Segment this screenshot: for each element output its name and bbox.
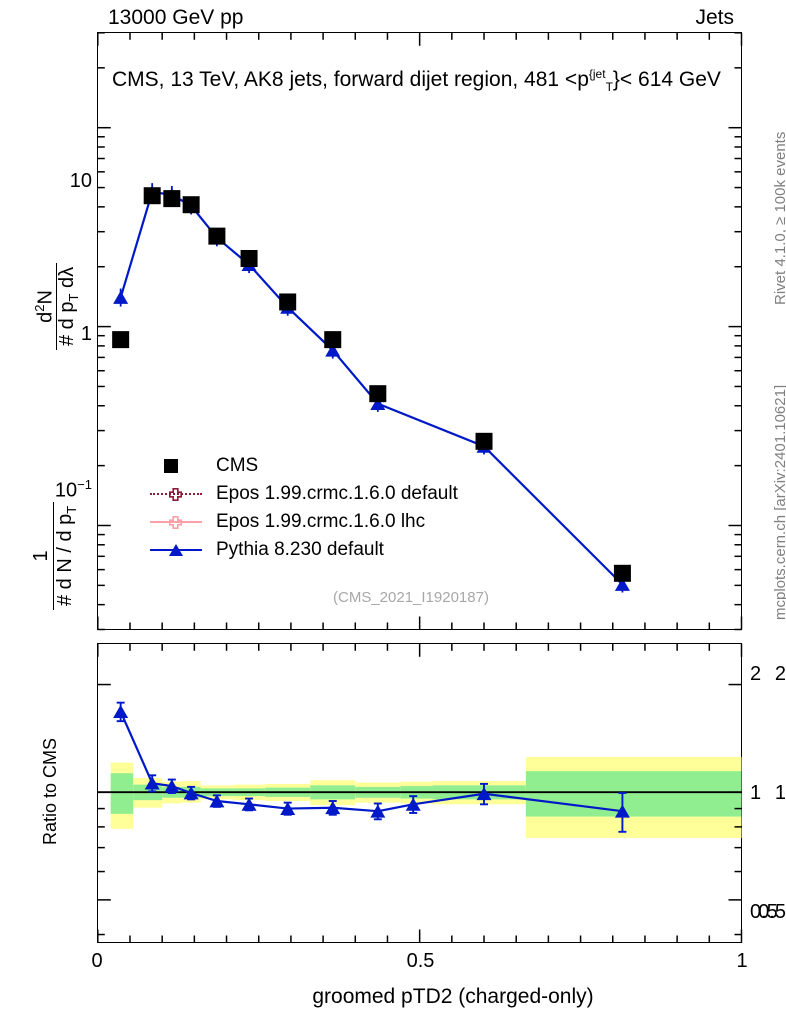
cross-marker-icon	[169, 516, 182, 529]
y-tick-1: 1	[80, 323, 92, 345]
legend-item-pythia[interactable]: Pythia 8.230 default	[150, 536, 458, 564]
legend-key-pythia	[150, 540, 202, 560]
legend-item-epos-lhc[interactable]: Epos 1.99.crmc.1.6.0 lhc	[150, 508, 458, 536]
mcplots-credit-label: mcplots.cern.ch [arXiv:2401.10621]	[772, 384, 786, 620]
ratio-plot-frame	[97, 643, 742, 943]
y-tick-10: 10	[69, 170, 92, 192]
cross-marker-icon	[169, 488, 182, 501]
ratio-tick-2: 2	[774, 663, 786, 685]
plot-title-subscript: T	[605, 80, 613, 95]
legend-item-epos-default[interactable]: Epos 1.99.crmc.1.6.0 default	[150, 480, 458, 508]
rivet-credit-label: Rivet 4.1.0, ≥ 100k events	[772, 131, 786, 305]
legend-key-cms-square	[150, 456, 202, 476]
x-axis-label-text: groomed pTD2 (charged-only)	[312, 985, 594, 1008]
beam-energy-label: 13000 GeV pp	[108, 6, 244, 29]
legend-item-cms[interactable]: CMS	[150, 452, 458, 480]
legend-label-epos-default: Epos 1.99.crmc.1.6.0 default	[216, 483, 458, 504]
ratio-tick-0p5-right: 0.5	[750, 901, 778, 923]
legend: CMS Epos 1.99.crmc.1.6.0 default Epos 1.…	[150, 452, 458, 564]
x-tick-1: 1	[736, 950, 748, 972]
x-tick-0: 0	[91, 950, 103, 972]
plot-title-superscript: {jet	[588, 67, 606, 81]
ratio-tick-1-right: 1	[750, 782, 762, 804]
y-tick-0p1: 10−1	[54, 477, 92, 502]
ratio-tick-1: 1	[774, 782, 786, 804]
legend-label-pythia: Pythia 8.230 default	[216, 539, 384, 560]
plot-title-main: CMS, 13 TeV, AK8 jets, forward dijet reg…	[112, 68, 589, 91]
ratio-tick-2-right: 2	[750, 663, 762, 685]
legend-label-epos-lhc: Epos 1.99.crmc.1.6.0 lhc	[216, 511, 426, 532]
x-axis-label: groomed pTD2 (charged-only)	[0, 985, 786, 1009]
plot-title: CMS, 13 TeV, AK8 jets, forward dijet reg…	[112, 64, 721, 98]
triangle-marker-icon	[169, 544, 183, 556]
legend-key-epos-default	[150, 484, 202, 504]
y-axis-tick-labels-main: 10 1 10−1	[0, 0, 92, 1024]
analysis-category-label: Jets	[695, 6, 734, 29]
ratio-tick-0p5: 0.5	[758, 901, 786, 923]
analysis-id-watermark: (CMS_2021_I1920187)	[333, 589, 489, 606]
legend-key-epos-lhc	[150, 512, 202, 532]
x-tick-0p5: 0.5	[406, 950, 435, 972]
plot-title-tail: }< 614 GeV	[612, 68, 721, 91]
legend-label-cms: CMS	[216, 455, 259, 476]
